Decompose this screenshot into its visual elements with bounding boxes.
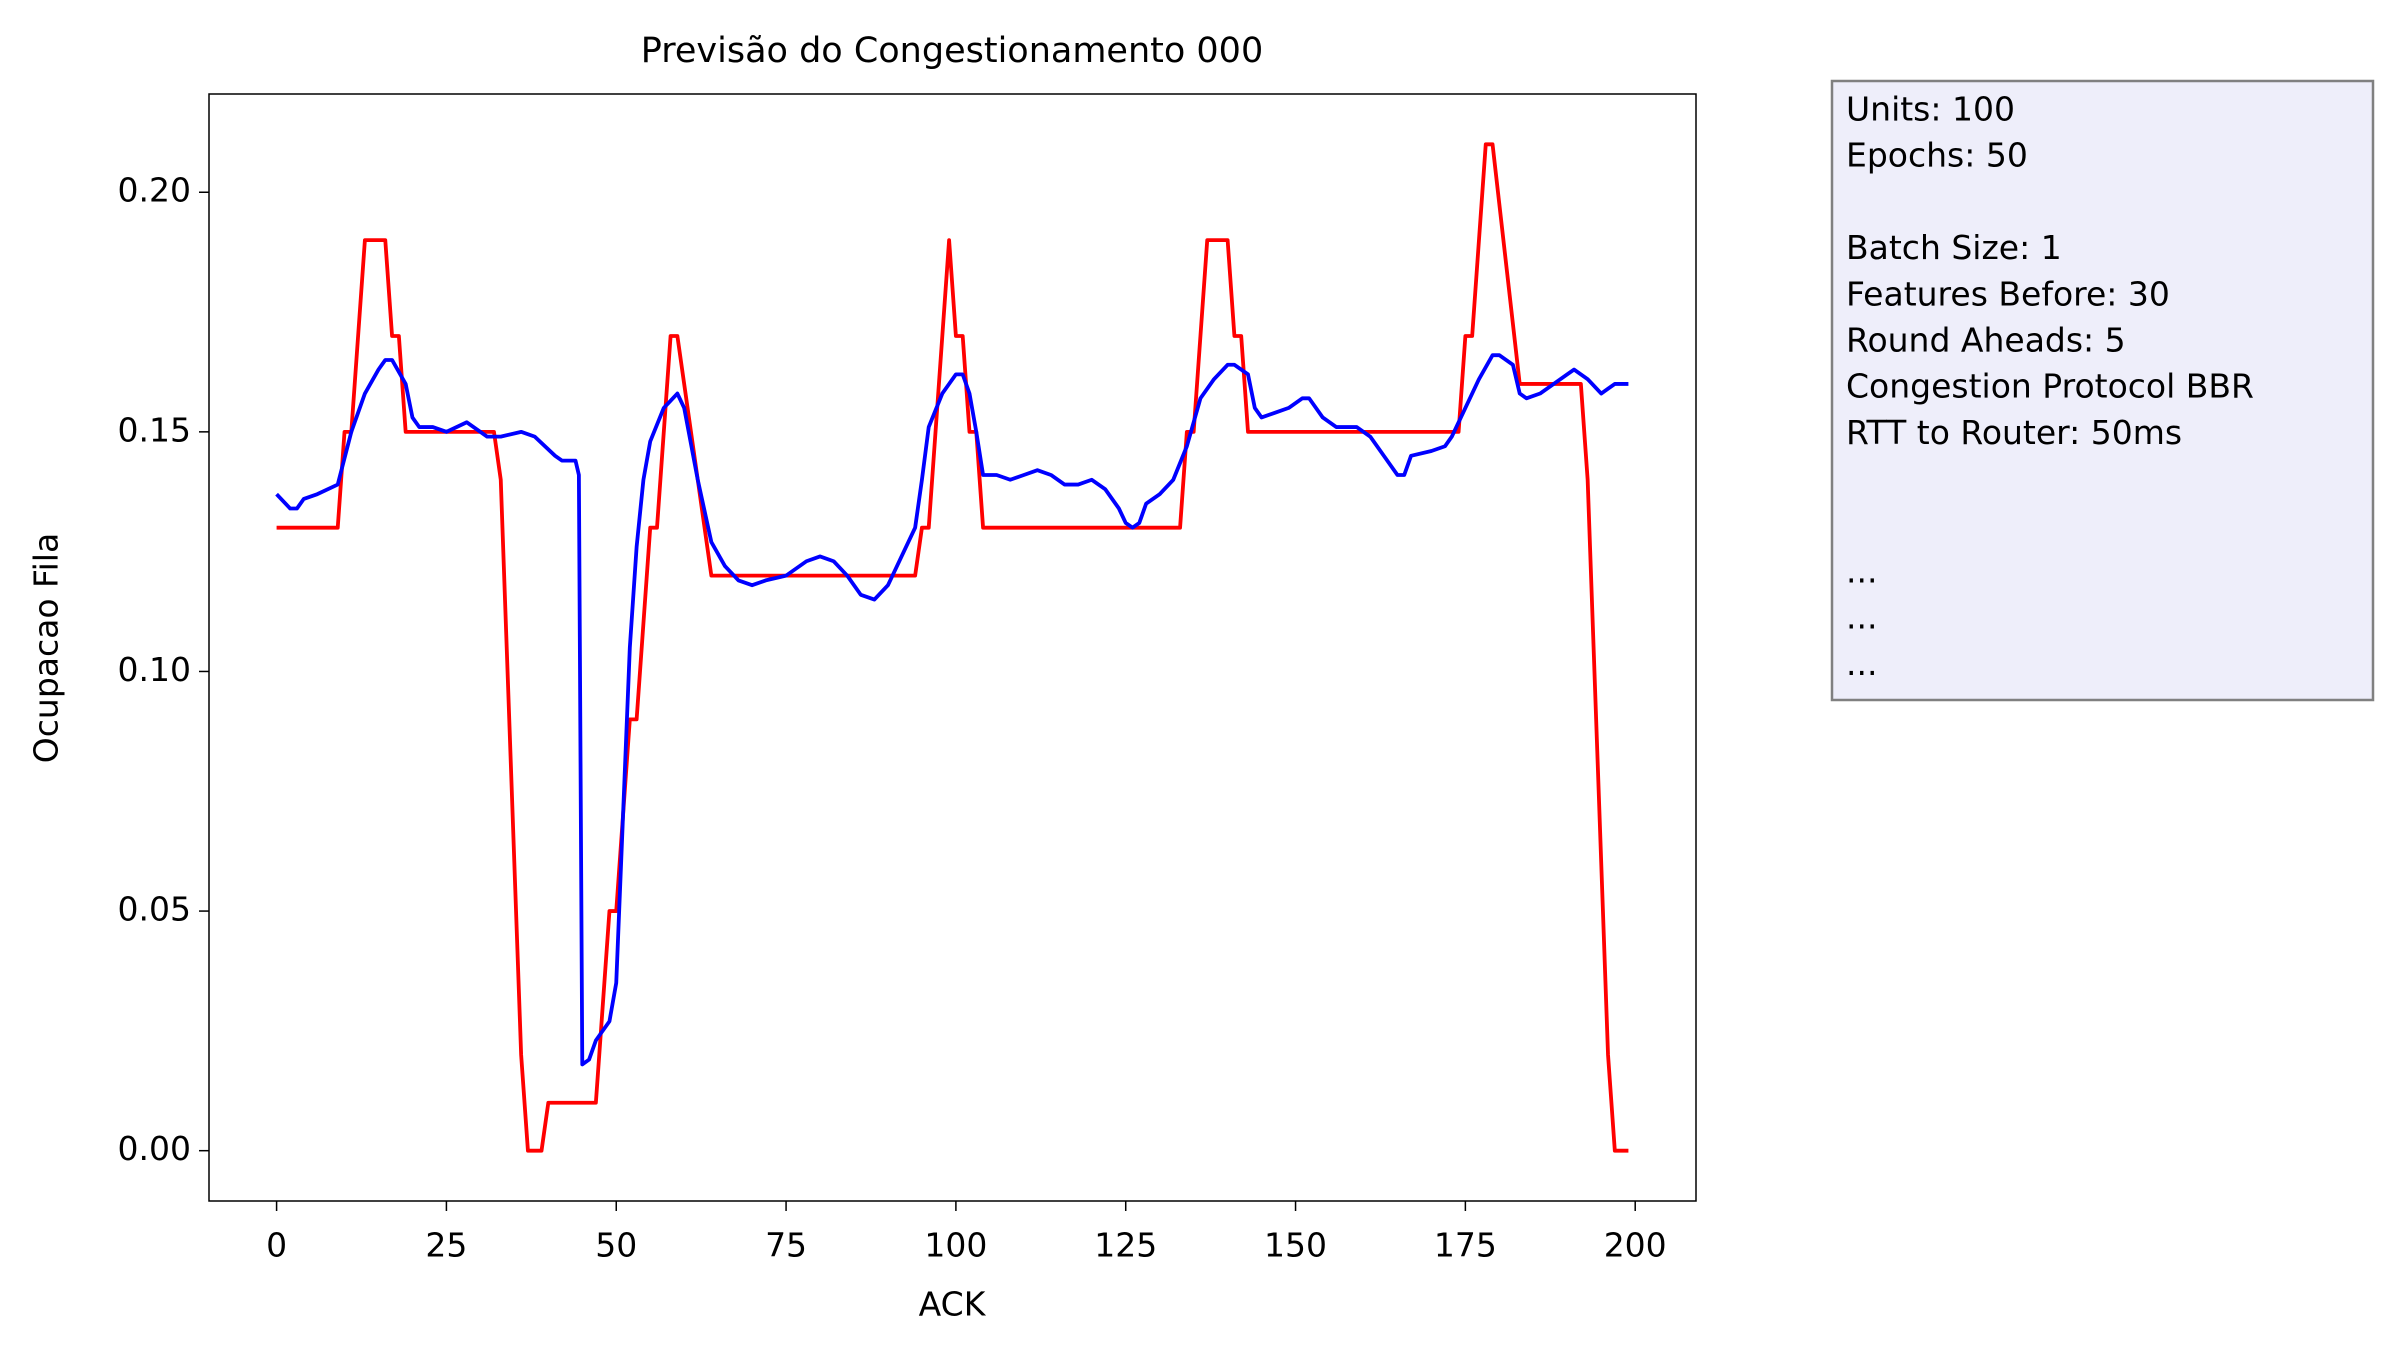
info-line: Features Before: 30 [1846, 274, 2170, 313]
info-line: ... [1846, 644, 1877, 683]
info-box [1830, 79, 2375, 702]
x-tick-label: 100 [924, 1226, 987, 1265]
x-tick-label: 0 [266, 1226, 287, 1265]
info-line: Units: 100 [1846, 90, 2015, 129]
y-tick-label: 0.05 [118, 890, 191, 929]
info-line: ... [1846, 598, 1877, 637]
y-axis-label: Ocupacao Fila [27, 533, 66, 763]
series-line [275, 353, 1629, 1067]
x-tick-label: 125 [1094, 1226, 1157, 1265]
x-axis-label: ACK [919, 1285, 987, 1324]
y-tick-label: 0.20 [118, 171, 191, 210]
series-line [276, 142, 1629, 1153]
x-tick-label: 150 [1264, 1226, 1327, 1265]
info-line: RTT to Router: 50ms [1846, 413, 2182, 452]
x-tick-label: 200 [1604, 1226, 1667, 1265]
plot-frame [208, 93, 1697, 1202]
y-tick-label: 0.00 [118, 1129, 191, 1168]
info-line: ... [1846, 552, 1877, 591]
y-tick-label: 0.15 [118, 410, 191, 449]
x-tick-label: 75 [765, 1226, 807, 1265]
info-line: Round Aheads: 5 [1846, 321, 2126, 360]
info-line: Congestion Protocol BBR [1846, 367, 2254, 406]
x-tick-label: 25 [425, 1226, 467, 1265]
info-line: Epochs: 50 [1846, 136, 2028, 175]
chart-title: Previsão do Congestionamento 000 [641, 31, 1263, 71]
x-tick-label: 175 [1434, 1226, 1497, 1265]
info-line: Batch Size: 1 [1846, 228, 2062, 267]
x-tick-label: 50 [595, 1226, 637, 1265]
y-tick-label: 0.10 [118, 650, 191, 689]
